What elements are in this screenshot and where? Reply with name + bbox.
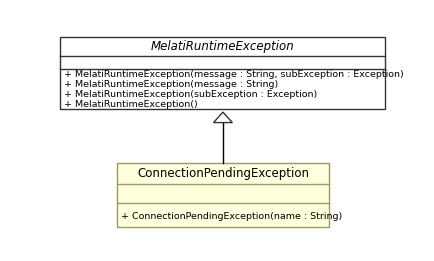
Text: MelatiRuntimeException: MelatiRuntimeException [150,40,294,53]
Text: + ConnectionPendingException(name : String): + ConnectionPendingException(name : Stri… [121,212,341,221]
Bar [116,163,329,227]
Text: ConnectionPendingException: ConnectionPendingException [137,167,308,180]
Text: + MelatiRuntimeException(message : String, subException : Exception): + MelatiRuntimeException(message : Strin… [64,70,403,79]
Text: + MelatiRuntimeException(subException : Exception): + MelatiRuntimeException(subException : … [64,90,317,99]
Text: + MelatiRuntimeException(): + MelatiRuntimeException() [64,100,198,109]
Polygon shape [213,112,232,123]
Text: + MelatiRuntimeException(message : String): + MelatiRuntimeException(message : Strin… [64,80,278,89]
Bar [60,37,384,109]
